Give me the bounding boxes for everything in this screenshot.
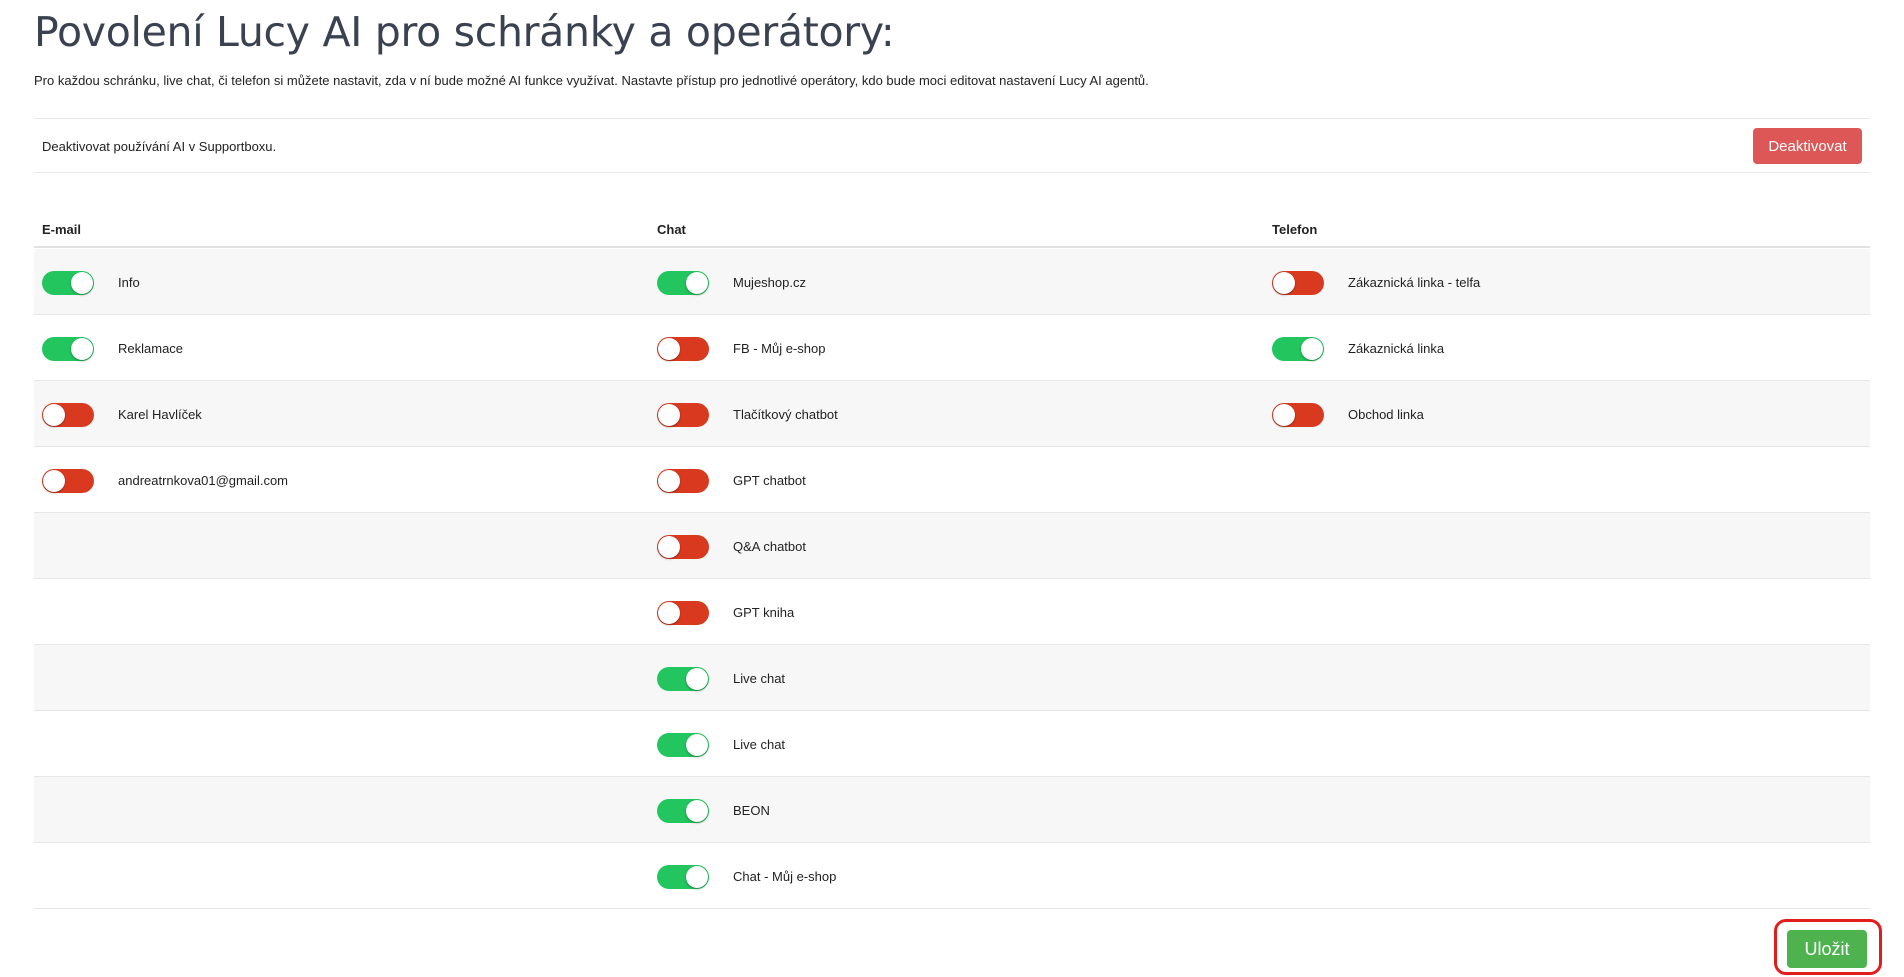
page-title: Povolení Lucy AI pro schránky a operátor… [34,8,895,56]
chat-channel-toggle[interactable] [657,535,709,559]
phone-channel-toggle[interactable] [1272,337,1324,361]
phone-channel-item: Zákaznická linka [1264,315,1864,381]
chat-channel-toggle[interactable] [657,337,709,361]
column-headers: E-mail Chat Telefon [34,222,1870,248]
chat-channel-item: Live chat [649,711,1249,777]
chat-channel-item: GPT chatbot [649,447,1249,513]
chat-channel-item: Mujeshop.cz [649,249,1249,315]
channel-row: Live chat [34,711,1870,777]
email-channel-label: Reklamace [118,341,184,356]
column-header-chat: Chat [657,222,686,237]
email-channel-label: Info [118,275,140,290]
toggle-knob [658,404,680,426]
chat-channel-item: FB - Můj e-shop [649,315,1249,381]
toggle-knob [1273,272,1295,294]
channel-row: Reklamace FB - Můj e-shop Zákaznická linka [34,315,1870,381]
chat-channel-item: Live chat [649,645,1249,711]
chat-channel-toggle[interactable] [657,667,709,691]
chat-channel-toggle[interactable] [657,865,709,889]
email-channel-item: Reklamace [34,315,634,381]
toggle-knob [686,800,708,822]
page-description: Pro každou schránku, live chat, či telef… [34,73,1149,88]
toggle-knob [686,734,708,756]
phone-channel-toggle[interactable] [1272,271,1324,295]
email-channel-toggle[interactable] [42,469,94,493]
chat-channel-item: Chat - Můj e-shop [649,843,1249,909]
deactivate-ai-label: Deaktivovat používání AI v Supportboxu. [42,139,277,154]
email-channel-item: Info [34,249,634,315]
column-header-phone: Telefon [1272,222,1318,237]
chat-channel-item: Q&A chatbot [649,513,1249,579]
chat-channel-label: Live chat [733,737,786,752]
email-channel-toggle[interactable] [42,271,94,295]
channel-row: andreatrnkova01@gmail.com GPT chatbot [34,447,1870,513]
toggle-knob [686,272,708,294]
channel-row: Live chat [34,645,1870,711]
chat-channel-toggle[interactable] [657,403,709,427]
chat-channel-toggle[interactable] [657,271,709,295]
chat-channel-label: Tlačítkový chatbot [733,407,838,422]
email-channel-label: Karel Havlíček [118,407,202,422]
toggle-knob [43,470,65,492]
phone-channel-label: Zákaznická linka - telfa [1348,275,1481,290]
toggle-knob [658,536,680,558]
toggle-knob [1301,338,1323,360]
toggle-knob [1273,404,1295,426]
toggle-knob [43,404,65,426]
channel-row: Q&A chatbot [34,513,1870,579]
toggle-knob [71,338,93,360]
email-channel-toggle[interactable] [42,337,94,361]
chat-channel-label: Live chat [733,671,786,686]
chat-channel-label: FB - Můj e-shop [733,341,826,356]
chat-channel-label: Chat - Můj e-shop [733,869,837,884]
chat-channel-label: BEON [733,803,770,818]
channel-row: Info Mujeshop.cz Zákaznická linka - telfa [34,249,1870,315]
email-channel-item: andreatrnkova01@gmail.com [34,447,634,513]
deactivate-button[interactable]: Deaktivovat [1753,128,1862,164]
email-channel-toggle[interactable] [42,403,94,427]
phone-channel-toggle[interactable] [1272,403,1324,427]
chat-channel-item: GPT kniha [649,579,1249,645]
chat-channel-label: Mujeshop.cz [733,275,806,290]
save-button-highlight: Uložit [1774,919,1882,975]
channel-row: Karel Havlíček Tlačítkový chatbot Obchod l… [34,381,1870,447]
chat-channel-item: Tlačítkový chatbot [649,381,1249,447]
toggle-knob [658,470,680,492]
ai-permissions-page: Povolení Lucy AI pro schránky a operátor… [34,0,1882,977]
email-channel-label: andreatrnkova01@gmail.com [118,473,289,488]
channel-row: BEON [34,777,1870,843]
toggle-knob [71,272,93,294]
phone-channel-item: Zákaznická linka - telfa [1264,249,1864,315]
phone-channel-label: Zákaznická linka [1348,341,1445,356]
phone-channel-label: Obchod linka [1348,407,1424,422]
chat-channel-toggle[interactable] [657,799,709,823]
chat-channel-item: BEON [649,777,1249,843]
chat-channel-toggle[interactable] [657,733,709,757]
chat-channel-label: GPT kniha [733,605,795,620]
toggle-knob [658,602,680,624]
phone-channel-item: Obchod linka [1264,381,1864,447]
chat-channel-toggle[interactable] [657,601,709,625]
toggle-knob [686,866,708,888]
channel-row: GPT kniha [34,579,1870,645]
toggle-knob [686,668,708,690]
save-button[interactable]: Uložit [1787,930,1867,968]
chat-channel-label: GPT chatbot [733,473,806,488]
chat-channel-toggle[interactable] [657,469,709,493]
chat-channel-label: Q&A chatbot [733,539,806,554]
column-header-email: E-mail [42,222,82,237]
deactivate-ai-row: Deaktivovat používání AI v Supportboxu. … [34,118,1870,173]
channel-row: Chat - Můj e-shop [34,843,1870,909]
email-channel-item: Karel Havlíček [34,381,634,447]
channel-grid: Info Mujeshop.cz Zákaznická linka - telfa R… [34,249,1870,909]
toggle-knob [658,338,680,360]
